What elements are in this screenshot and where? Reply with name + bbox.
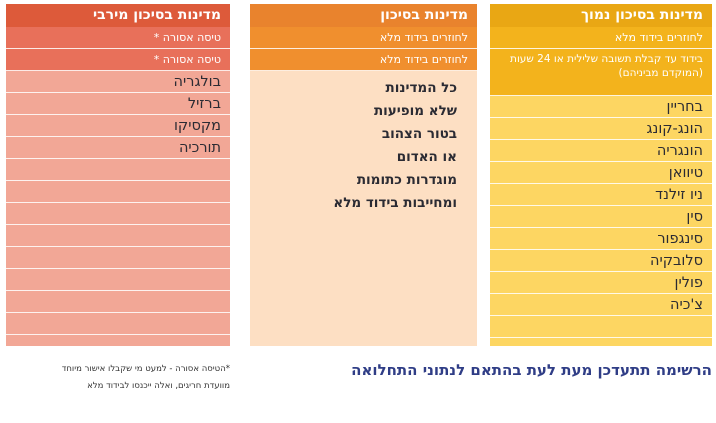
country-row: הונג-קונג xyxy=(490,118,712,140)
country-row: בחריין xyxy=(490,96,712,118)
empty-row xyxy=(490,338,712,346)
risk-rule-2: לחוזרים בידוד מלא xyxy=(250,49,477,71)
footnote: *הטיסה אסורה - למעט מי שקבלו אישור מיוחד… xyxy=(6,361,230,395)
country-row: תורכיה xyxy=(6,137,230,159)
low-risk-column: מדינות בסיכון נמוך לחוזרים בידוד מלא ביד… xyxy=(490,4,712,346)
update-notice: הרשימה תתעדכן מעת לעת בהתאם לנתוני התחלו… xyxy=(351,361,712,379)
country-row: הונגריה xyxy=(490,140,712,162)
description-line: ומחייבות בידוד מלא xyxy=(333,195,457,211)
description-line: מוגדרות כתומות xyxy=(356,172,457,188)
empty-row xyxy=(6,159,230,181)
country-row: צ'כיה xyxy=(490,294,712,316)
high-risk-column: מדינות בסיכון מירבי טיסה אסורה * טיסה אס… xyxy=(6,4,230,346)
country-row: ברזיל xyxy=(6,93,230,115)
empty-row xyxy=(6,225,230,247)
country-row: סין xyxy=(490,206,712,228)
footnote-line-2: מוועדת חריגים, ואלה ייכנסו לבידוד מלא xyxy=(87,381,230,391)
country-row: סלובקיה xyxy=(490,250,712,272)
high-risk-header: מדינות בסיכון מירבי xyxy=(6,4,230,27)
description-line: שלא מופיעות xyxy=(373,103,457,119)
country-row: טיוואן xyxy=(490,162,712,184)
low-risk-rule-2: בידוד עד קבלת תשובה שלילית או 24 שעות (ה… xyxy=(490,49,712,96)
empty-row xyxy=(6,335,230,346)
country-row: מקסיקו xyxy=(6,115,230,137)
high-risk-rule-2: טיסה אסורה * xyxy=(6,49,230,71)
high-risk-rule-1: טיסה אסורה * xyxy=(6,27,230,49)
description-line: כל המדינות xyxy=(385,80,457,96)
empty-row xyxy=(6,247,230,269)
low-risk-rule-1: לחוזרים בידוד מלא xyxy=(490,27,712,49)
risk-rule-1: לחוזרים בידוד מלא xyxy=(250,27,477,49)
low-risk-header: מדינות בסיכון נמוך xyxy=(490,4,712,27)
country-row: ניו זילנד xyxy=(490,184,712,206)
footnote-line-1: *הטיסה אסורה - למעט מי שקבלו אישור מיוחד xyxy=(61,364,230,374)
country-row: בולגריה xyxy=(6,71,230,93)
country-row: פולין xyxy=(490,272,712,294)
risk-description: כל המדינות שלא מופיעות בטור הצהוב או האד… xyxy=(250,71,477,215)
description-line: או האדום xyxy=(396,149,457,165)
description-line: בטור הצהוב xyxy=(381,126,457,142)
empty-row xyxy=(6,203,230,225)
country-row: סינגפור xyxy=(490,228,712,250)
empty-row xyxy=(6,269,230,291)
empty-row xyxy=(6,313,230,335)
empty-row xyxy=(6,181,230,203)
risk-header: מדינות בסיכון xyxy=(250,4,477,27)
risk-column: מדינות בסיכון לחוזרים בידוד מלא לחוזרים … xyxy=(250,4,477,346)
empty-row xyxy=(490,316,712,338)
empty-row xyxy=(6,291,230,313)
